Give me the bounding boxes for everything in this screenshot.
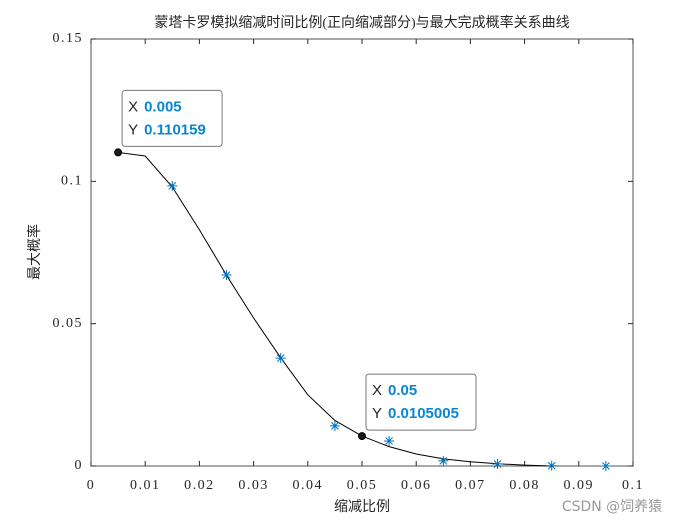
asterisk-marker: [600, 461, 611, 471]
y-tick-label: 0: [75, 458, 84, 473]
x-tick-label: 0.09: [564, 478, 595, 493]
watermark: CSDN @饲养猿: [562, 499, 662, 515]
asterisk-marker: [438, 455, 449, 466]
asterisk-marker: [384, 435, 395, 446]
datatip-y-caption: Y: [372, 405, 382, 422]
datatip-point: [114, 148, 123, 157]
y-tick-label: 0.05: [53, 316, 84, 331]
datatip-x-caption: X: [372, 382, 382, 399]
x-tick-label: 0.04: [293, 478, 324, 493]
x-tick-label: 0.06: [401, 478, 432, 493]
y-tick-label: 0.1: [61, 174, 83, 189]
asterisk-marker: [167, 180, 178, 191]
datatip-y-caption: Y: [128, 121, 138, 138]
datatip-point: [358, 432, 366, 441]
datatip-x-value: 0.05: [388, 382, 417, 399]
datatip-y-value: 0.0105005: [388, 405, 459, 422]
y-tick-label: 0.15: [53, 31, 84, 46]
datatip-x-caption: X: [128, 98, 138, 115]
datatip-x-value: 0.005: [144, 98, 182, 115]
x-tick-label: 0.05: [347, 478, 378, 493]
x-tick-label: 0.02: [184, 478, 215, 493]
x-tick-label: 0.1: [622, 478, 644, 493]
x-tick-label: 0: [87, 478, 96, 493]
x-tick-label: 0.03: [238, 478, 269, 493]
asterisk-marker: [275, 353, 286, 364]
asterisk-marker: [492, 459, 503, 470]
line: [118, 151, 552, 467]
asterisk-marker: [329, 420, 340, 431]
asterisk-marker: [221, 269, 232, 280]
x-tick-label: 0.01: [130, 478, 161, 493]
x-tick-label: 0.08: [509, 478, 540, 493]
chart-title: 蒙塔卡罗模拟缩减时间比例(正向缩减部分)与最大完成概率关系曲线: [154, 14, 569, 31]
x-axis-label: 缩减比例: [334, 499, 390, 515]
asterisk-marker: [546, 460, 557, 471]
y-axis-label: 最大概率: [26, 224, 43, 280]
x-tick-label: 0.07: [455, 478, 486, 493]
datatip-box: [121, 89, 223, 147]
datatip-y-value: 0.110159: [144, 121, 206, 138]
datatip-box: [365, 373, 477, 431]
